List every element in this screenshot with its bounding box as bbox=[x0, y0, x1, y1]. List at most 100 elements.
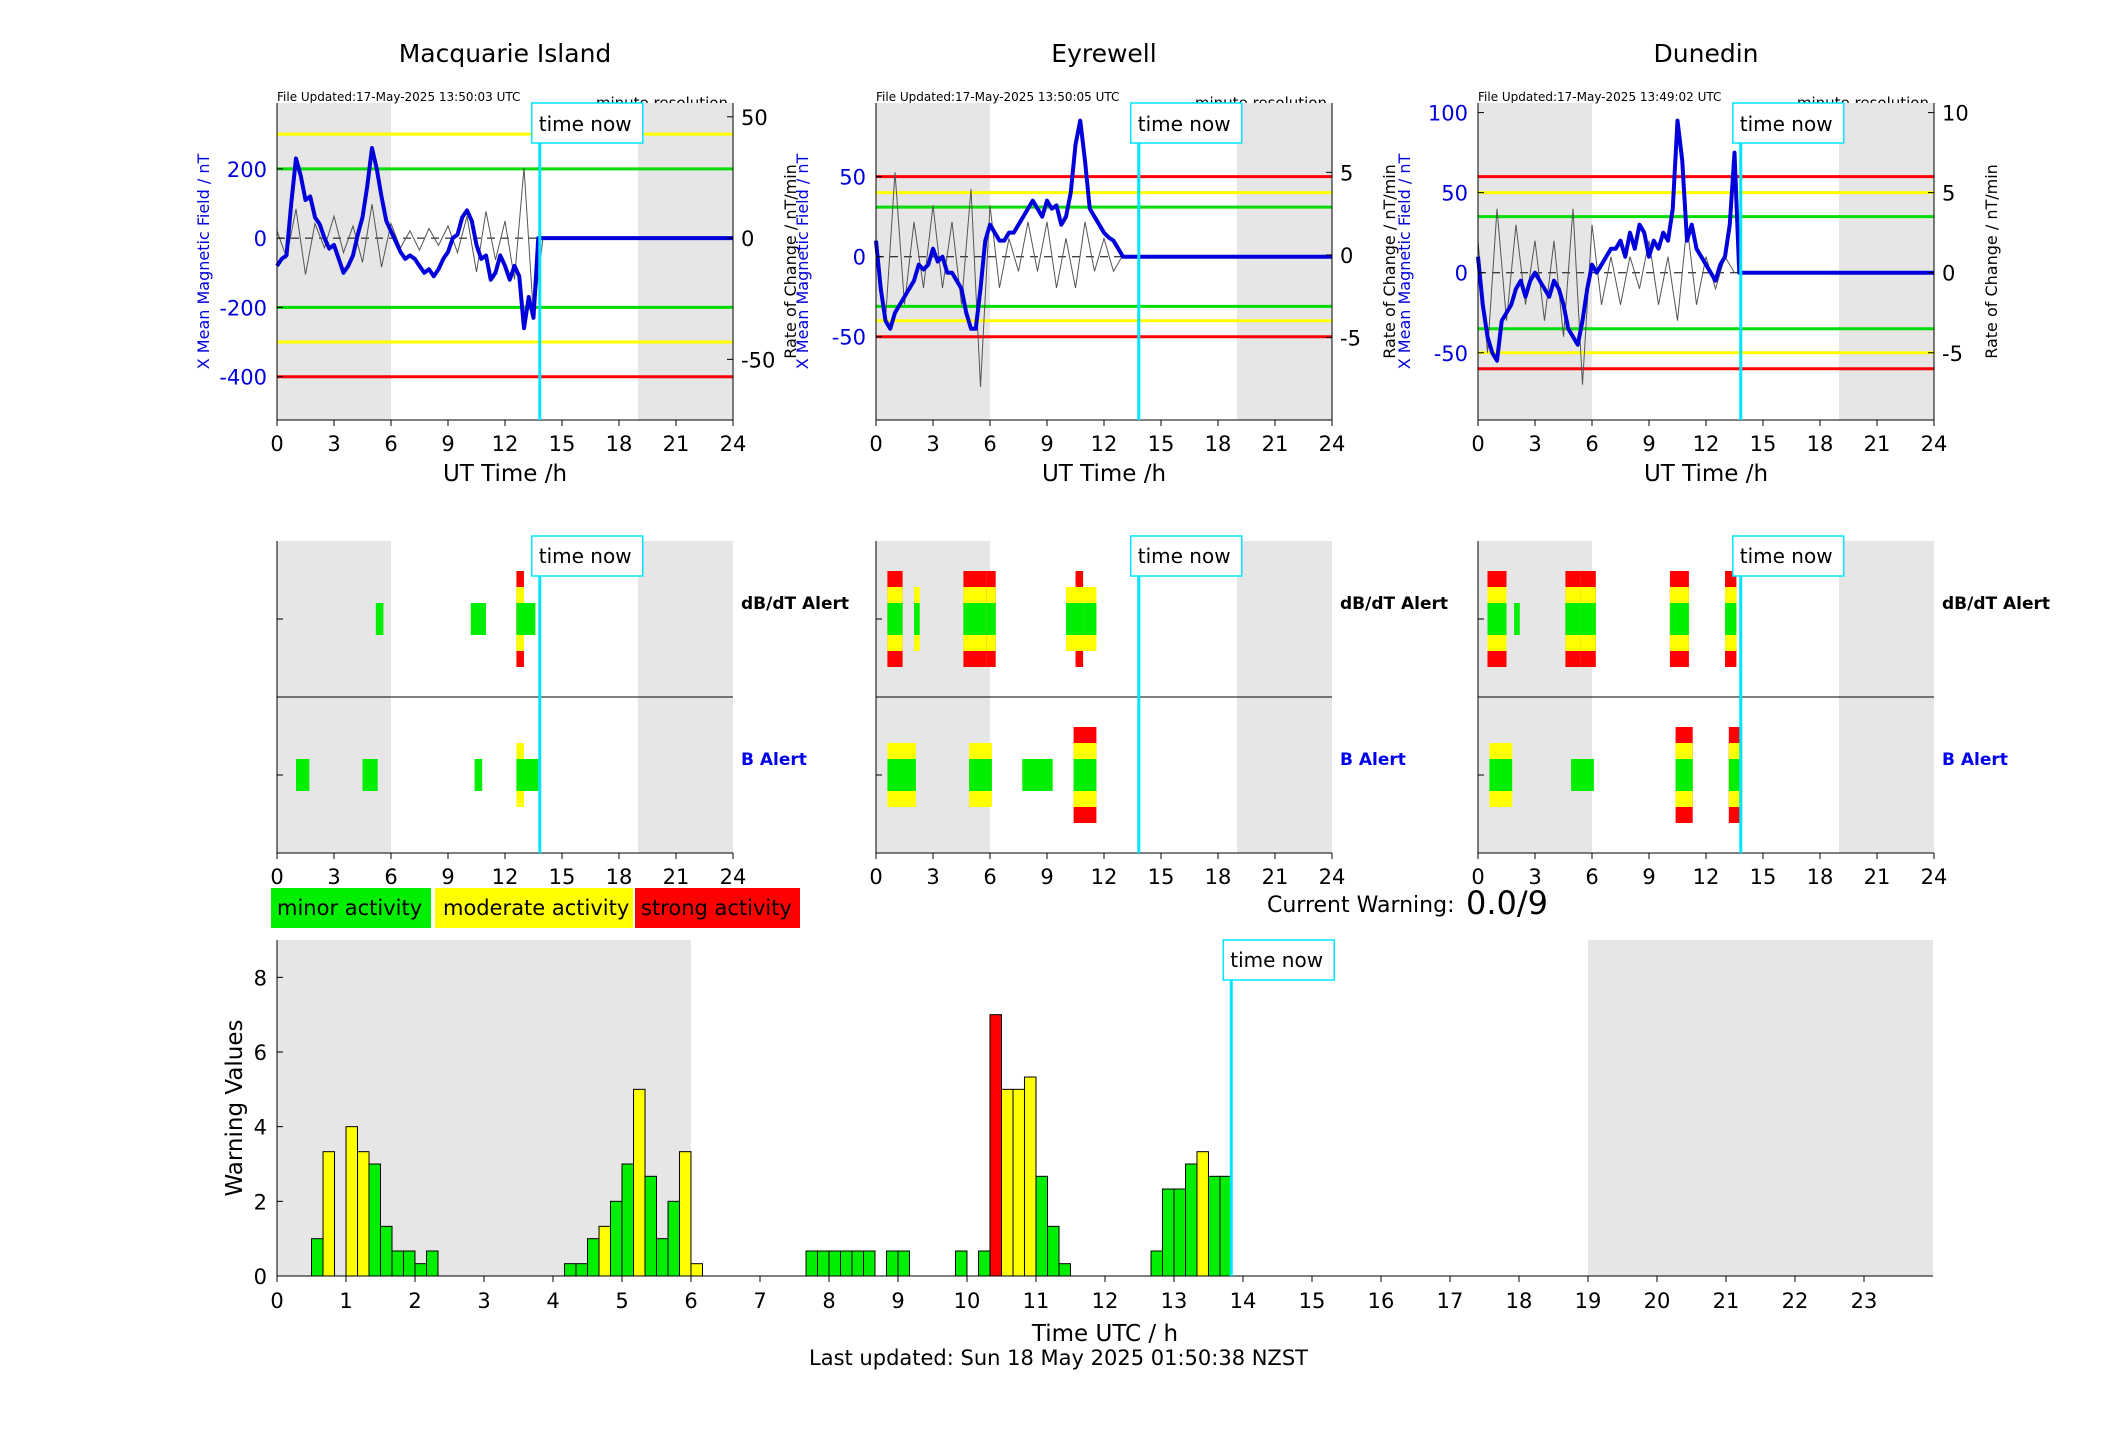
file-updated-label: File Updated:17-May-2025 13:50:03 UTC bbox=[277, 90, 520, 104]
dbdt-alert-minor bbox=[1565, 603, 1581, 635]
dbdt-alert-label: dB/dT Alert bbox=[1340, 594, 1448, 614]
alert-time-now-label: time now bbox=[539, 544, 632, 568]
alert-x-tick-label: 18 bbox=[606, 865, 633, 889]
alert-time-now-box bbox=[1130, 535, 1243, 577]
alert-x-tick-label: 15 bbox=[549, 865, 576, 889]
warning-bar bbox=[368, 1163, 381, 1277]
alert-x-tick-label: 21 bbox=[1864, 865, 1891, 889]
alert-x-tick-label: 21 bbox=[663, 865, 690, 889]
x-tick-label: 6 bbox=[1585, 432, 1598, 456]
night-shading bbox=[1478, 103, 1592, 420]
dbdt-alert-minor bbox=[1487, 603, 1507, 635]
warning-x-tick-label: 3 bbox=[477, 1289, 490, 1313]
b-alert-label: B Alert bbox=[1340, 750, 1406, 770]
alert-x-tick-label: 15 bbox=[1750, 865, 1777, 889]
x-tick-label: 9 bbox=[1642, 432, 1655, 456]
dbdt-alert-minor bbox=[1075, 603, 1084, 635]
alert-x-tick-label: 3 bbox=[327, 865, 340, 889]
warning-y-axis-label: Warning Values bbox=[222, 1019, 248, 1196]
warning-x-tick-label: 19 bbox=[1575, 1289, 1602, 1313]
mean-field-line bbox=[874, 118, 1332, 331]
x-tick-label: 0 bbox=[869, 432, 882, 456]
time-now-label: time now bbox=[1138, 112, 1231, 136]
x-tick-label: 12 bbox=[1693, 432, 1720, 456]
y-left-tick-label: 50 bbox=[839, 166, 866, 190]
warning-bar bbox=[564, 1263, 577, 1277]
station-title: Eyrewell bbox=[1051, 39, 1156, 68]
rate-of-change-line bbox=[276, 167, 544, 316]
x-tick-label: 18 bbox=[606, 432, 633, 456]
dbdt-alert-minor bbox=[986, 603, 996, 635]
warning-x-axis-label: Time UTC / h bbox=[1031, 1321, 1178, 1347]
alert-x-tick-label: 15 bbox=[1148, 865, 1175, 889]
warning-bar bbox=[954, 1250, 968, 1277]
warning-x-tick-label: 16 bbox=[1368, 1289, 1395, 1313]
warning-bar bbox=[1161, 1188, 1175, 1277]
dbdt-alert-minor bbox=[375, 603, 384, 635]
alert-x-tick-label: 0 bbox=[869, 865, 882, 889]
y-left-tick-label: 0 bbox=[853, 246, 866, 270]
b-alert-minor bbox=[296, 759, 310, 791]
x-tick-label: 18 bbox=[1807, 432, 1834, 456]
warning-bar bbox=[311, 1238, 324, 1277]
warning-bar bbox=[1173, 1188, 1187, 1277]
warning-bar bbox=[816, 1250, 830, 1277]
warning-x-tick-label: 10 bbox=[954, 1289, 981, 1313]
y-right-tick-label: -50 bbox=[741, 348, 775, 372]
legend-strong: strong activity bbox=[635, 888, 800, 928]
alert-x-tick-label: 21 bbox=[1262, 865, 1289, 889]
station-panel-0: Macquarie Island File Updated:17-May-2025… bbox=[194, 39, 849, 889]
b-alert-minor bbox=[1728, 759, 1743, 791]
alert-x-tick-label: 0 bbox=[270, 865, 283, 889]
warning-bar bbox=[587, 1238, 600, 1277]
warning-bar bbox=[690, 1263, 704, 1277]
night-shading bbox=[638, 103, 733, 420]
alert-time-now-label: time now bbox=[1138, 544, 1231, 568]
warning-bar bbox=[805, 1250, 819, 1277]
b-alert-minor bbox=[1073, 759, 1097, 791]
y-right-tick-label: 50 bbox=[741, 106, 768, 130]
time-now-box bbox=[531, 102, 644, 144]
warning-bar bbox=[414, 1263, 428, 1277]
warning-x-tick-label: 20 bbox=[1644, 1289, 1671, 1313]
warning-bar bbox=[978, 1250, 991, 1277]
warning-time-now-box bbox=[1222, 939, 1336, 981]
y-left-tick-label: 0 bbox=[254, 227, 267, 251]
b-alert-minor bbox=[969, 759, 992, 791]
y-left-tick-label: 200 bbox=[227, 158, 267, 182]
file-updated-label: File Updated:17-May-2025 13:49:02 UTC bbox=[1478, 90, 1721, 104]
x-axis-label: UT Time /h bbox=[1644, 461, 1768, 487]
dbdt-alert-label: dB/dT Alert bbox=[741, 594, 849, 614]
x-tick-label: 9 bbox=[441, 432, 454, 456]
warning-bar bbox=[1035, 1175, 1049, 1277]
alert-x-tick-label: 6 bbox=[983, 865, 996, 889]
x-tick-label: 3 bbox=[1528, 432, 1541, 456]
warning-x-tick-label: 0 bbox=[270, 1289, 283, 1313]
alert-time-now-box bbox=[1732, 535, 1845, 577]
warning-bar bbox=[656, 1238, 669, 1277]
warning-x-tick-label: 14 bbox=[1230, 1289, 1257, 1313]
x-axis-label: UT Time /h bbox=[1042, 461, 1166, 487]
warning-bar bbox=[426, 1250, 439, 1277]
warning-bar bbox=[1185, 1163, 1198, 1277]
dbdt-alert-minor bbox=[1669, 603, 1689, 635]
alert-x-tick-label: 9 bbox=[441, 865, 454, 889]
alert-x-tick-label: 24 bbox=[1921, 865, 1948, 889]
b-alert-minor bbox=[474, 759, 483, 791]
warning-x-tick-label: 15 bbox=[1299, 1289, 1326, 1313]
warning-bar bbox=[1150, 1250, 1164, 1277]
x-tick-label: 21 bbox=[663, 432, 690, 456]
rate-of-change-line bbox=[1477, 208, 1735, 385]
legend-minor: minor activity bbox=[271, 888, 431, 928]
alert-x-tick-label: 12 bbox=[492, 865, 519, 889]
x-axis-label: UT Time /h bbox=[443, 461, 567, 487]
y-left-tick-label: 100 bbox=[1428, 102, 1468, 126]
warning-bar bbox=[1023, 1076, 1037, 1277]
x-tick-label: 15 bbox=[1148, 432, 1175, 456]
alert-x-tick-label: 9 bbox=[1642, 865, 1655, 889]
dbdt-alert-minor bbox=[887, 603, 903, 635]
warning-y-tick-label: 2 bbox=[254, 1190, 267, 1214]
warning-bar bbox=[644, 1175, 657, 1277]
